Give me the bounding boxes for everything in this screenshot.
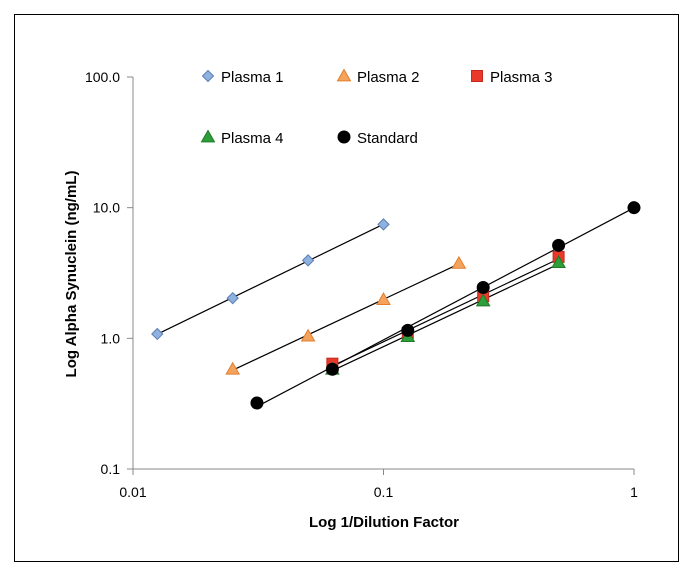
standard-point xyxy=(627,201,641,215)
standard-point xyxy=(552,238,566,252)
plasma-2-point xyxy=(376,292,391,305)
y-tick-label: 1.0 xyxy=(101,330,121,346)
plasma-1-trendline xyxy=(157,223,384,335)
plasma-2-trendline xyxy=(232,263,460,371)
trendlines xyxy=(157,207,635,408)
legend-marker-plasma-2 xyxy=(336,68,352,82)
data-points xyxy=(151,201,641,410)
legend-label-plasma-4: Plasma 4 xyxy=(221,130,284,147)
legend-marker-plasma-3 xyxy=(471,70,483,82)
plasma-1-point xyxy=(151,327,164,341)
plasma-2-point xyxy=(300,328,316,342)
y-tick-label: 0.1 xyxy=(101,461,121,477)
standard-point xyxy=(250,396,264,410)
plasma-1-point xyxy=(226,291,239,305)
plasma-1-point xyxy=(301,254,315,267)
y-tick-label: 100.0 xyxy=(85,69,120,85)
plasma-2-point xyxy=(225,361,241,375)
standard-point xyxy=(325,362,339,376)
legend-marker-plasma-1 xyxy=(201,69,215,83)
plasma-4-point xyxy=(475,293,491,307)
x-axis-title: Log 1/Dilution Factor xyxy=(309,514,459,531)
standard-point xyxy=(476,280,490,294)
legend-label-plasma-1: Plasma 1 xyxy=(221,69,284,86)
legend: Plasma 1 Plasma 2 Plasma 3 Plasma 4 Standard xyxy=(200,68,553,147)
plasma-2-point xyxy=(451,255,467,269)
standard-trendline xyxy=(256,207,635,408)
legend-label-plasma-3: Plasma 3 xyxy=(490,69,553,86)
x-tick-label: 1 xyxy=(630,484,638,500)
x-tick-label: 0.1 xyxy=(374,484,394,500)
legend-label-plasma-2: Plasma 2 xyxy=(357,69,420,86)
plasma-1-point xyxy=(377,218,390,231)
plasma-4-point xyxy=(551,255,566,268)
plasma-4-trendline xyxy=(332,263,559,372)
legend-marker-plasma-4 xyxy=(200,129,216,143)
standard-point xyxy=(401,323,415,337)
chart-frame xyxy=(14,14,679,562)
legend-label-standard: Standard xyxy=(357,130,418,147)
axes: 0.1 1.0 10.0 100.0 0.01 0.1 1 xyxy=(85,69,638,500)
y-tick-label: 10.0 xyxy=(93,200,120,216)
legend-marker-standard xyxy=(337,130,351,144)
x-tick-label: 0.01 xyxy=(119,484,146,500)
plasma-3-trendline xyxy=(332,258,559,367)
y-axis-title: Log Alpha Synuclein (ng/mL) xyxy=(63,171,80,378)
